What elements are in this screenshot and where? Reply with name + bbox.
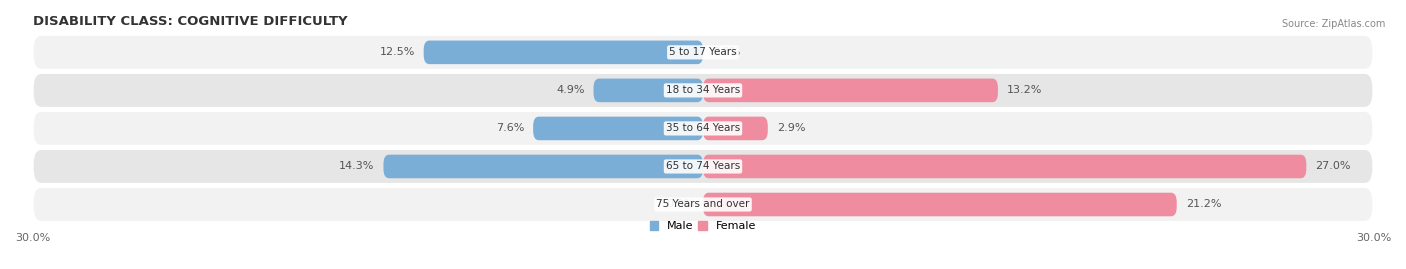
Text: 14.3%: 14.3% — [339, 161, 374, 171]
Text: 4.9%: 4.9% — [555, 85, 585, 95]
Text: 2.9%: 2.9% — [776, 123, 806, 133]
FancyBboxPatch shape — [423, 41, 703, 64]
FancyBboxPatch shape — [703, 117, 768, 140]
Text: 12.5%: 12.5% — [380, 47, 415, 57]
Text: 75 Years and over: 75 Years and over — [657, 200, 749, 210]
FancyBboxPatch shape — [593, 79, 703, 102]
Text: 0.0%: 0.0% — [711, 47, 740, 57]
Text: 27.0%: 27.0% — [1315, 161, 1351, 171]
FancyBboxPatch shape — [703, 155, 1306, 178]
FancyBboxPatch shape — [32, 149, 1374, 184]
Text: 13.2%: 13.2% — [1007, 85, 1042, 95]
FancyBboxPatch shape — [533, 117, 703, 140]
Text: DISABILITY CLASS: COGNITIVE DIFFICULTY: DISABILITY CLASS: COGNITIVE DIFFICULTY — [32, 15, 347, 28]
Legend: Male, Female: Male, Female — [647, 218, 759, 233]
FancyBboxPatch shape — [32, 111, 1374, 146]
FancyBboxPatch shape — [32, 73, 1374, 108]
FancyBboxPatch shape — [32, 35, 1374, 70]
Text: 5 to 17 Years: 5 to 17 Years — [669, 47, 737, 57]
FancyBboxPatch shape — [703, 79, 998, 102]
FancyBboxPatch shape — [384, 155, 703, 178]
Text: 21.2%: 21.2% — [1185, 200, 1222, 210]
Text: 0.0%: 0.0% — [666, 200, 695, 210]
Text: 35 to 64 Years: 35 to 64 Years — [666, 123, 740, 133]
FancyBboxPatch shape — [32, 187, 1374, 222]
Text: 18 to 34 Years: 18 to 34 Years — [666, 85, 740, 95]
Text: Source: ZipAtlas.com: Source: ZipAtlas.com — [1281, 19, 1385, 29]
FancyBboxPatch shape — [703, 193, 1177, 216]
Text: 7.6%: 7.6% — [496, 123, 524, 133]
Text: 65 to 74 Years: 65 to 74 Years — [666, 161, 740, 171]
